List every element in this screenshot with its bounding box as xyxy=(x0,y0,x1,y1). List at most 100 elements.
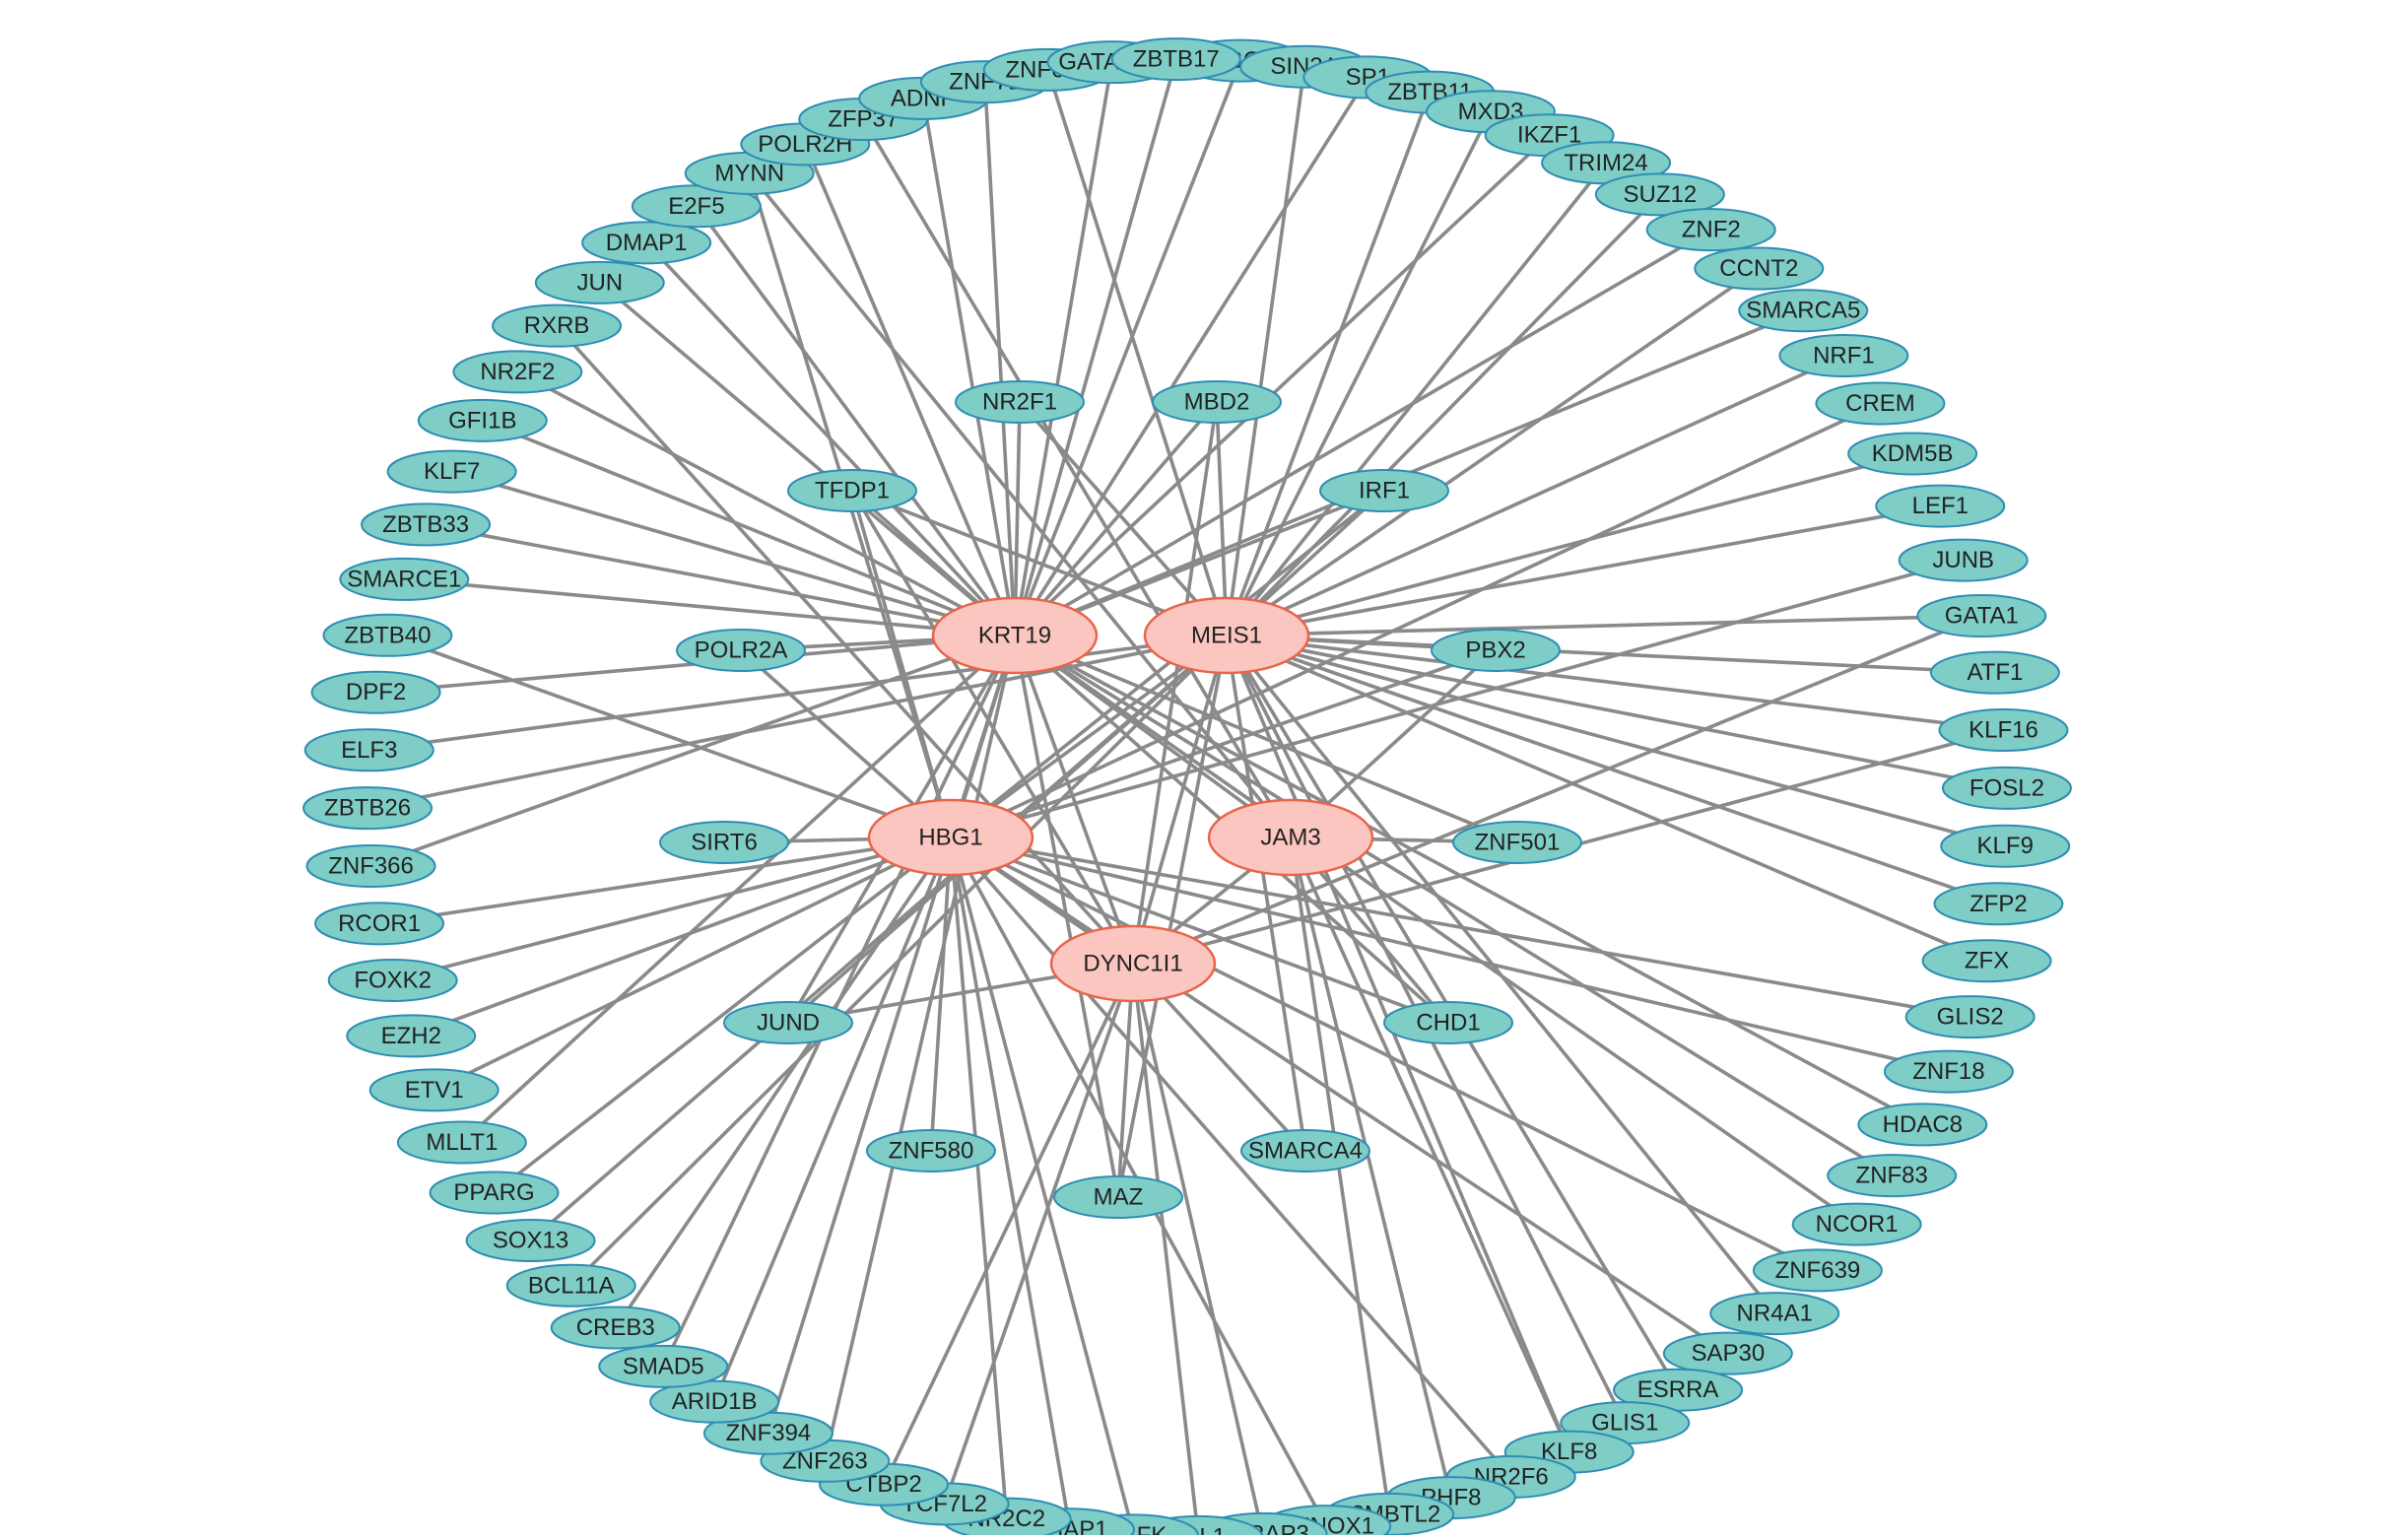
node-znf2[interactable]: ZNF2 xyxy=(1645,208,1776,252)
node-glis2[interactable]: GLIS2 xyxy=(1904,995,2035,1039)
edge-hbg1-thap1 xyxy=(949,837,1072,1530)
node-label: ZNF18 xyxy=(1912,1058,1984,1085)
node-smad5[interactable]: SMAD5 xyxy=(598,1344,729,1388)
node-klf7[interactable]: KLF7 xyxy=(386,449,517,494)
node-shape xyxy=(1383,1001,1513,1044)
node-esrra[interactable]: ESRRA xyxy=(1613,1368,1744,1412)
node-etv1[interactable]: ETV1 xyxy=(368,1068,500,1112)
node-label: ARID1B xyxy=(672,1388,758,1415)
node-znf394[interactable]: ZNF394 xyxy=(702,1411,834,1455)
node-jund[interactable]: JUND xyxy=(723,1001,853,1044)
node-maz[interactable]: MAZ xyxy=(1053,1175,1183,1219)
node-dmap1[interactable]: DMAP1 xyxy=(581,221,712,265)
node-shape xyxy=(649,1379,780,1424)
node-pparg[interactable]: PPARG xyxy=(429,1171,560,1215)
edge-dync1i1-thrap3 xyxy=(1131,963,1265,1535)
node-sirt6[interactable]: SIRT6 xyxy=(659,821,789,864)
node-tfdp1[interactable]: TFDP1 xyxy=(787,469,917,512)
node-znf366[interactable]: ZNF366 xyxy=(305,843,436,888)
node-zbtb40[interactable]: ZBTB40 xyxy=(322,613,453,657)
edge-krt19-jun xyxy=(598,281,1017,637)
node-trim24[interactable]: TRIM24 xyxy=(1541,141,1672,185)
edge-hbg1-nr2f6 xyxy=(949,836,1513,1479)
node-znf639[interactable]: ZNF639 xyxy=(1752,1248,1883,1293)
hub-node-dync1i1[interactable]: DYNC1I1 xyxy=(1049,924,1217,1003)
hub-node-jam3[interactable]: JAM3 xyxy=(1207,798,1374,877)
node-label: DPF2 xyxy=(346,679,406,705)
node-rcor1[interactable]: RCOR1 xyxy=(314,902,445,946)
node-label: MEIS1 xyxy=(1191,623,1262,649)
edge-hbg1-sap30 xyxy=(950,836,1729,1356)
node-pbx2[interactable]: PBX2 xyxy=(1431,629,1561,672)
node-label: RCOR1 xyxy=(338,910,421,937)
node-klf9[interactable]: KLF9 xyxy=(1940,824,2071,868)
node-shape xyxy=(303,728,434,772)
node-nr2f1[interactable]: NR2F1 xyxy=(955,380,1085,424)
node-crem[interactable]: CREM xyxy=(1815,381,1946,426)
node-klf16[interactable]: KLF16 xyxy=(1938,708,2069,753)
node-fosl2[interactable]: FOSL2 xyxy=(1941,766,2072,810)
node-jun[interactable]: JUN xyxy=(534,260,665,304)
node-nr2f2[interactable]: NR2F2 xyxy=(452,350,583,394)
node-shape xyxy=(955,380,1085,424)
hub-node-meis1[interactable]: MEIS1 xyxy=(1143,596,1310,675)
node-label: FOSL2 xyxy=(1969,774,2044,801)
node-znf83[interactable]: ZNF83 xyxy=(1827,1154,1958,1198)
edge-meis1-nr4a1 xyxy=(1225,634,1776,1315)
edge-hbg1-creb3 xyxy=(614,836,953,1329)
node-shape xyxy=(1857,1103,1988,1147)
node-sap30[interactable]: SAP30 xyxy=(1662,1331,1793,1375)
node-ezh2[interactable]: EZH2 xyxy=(346,1014,477,1058)
node-shape xyxy=(931,596,1099,675)
node-junb[interactable]: JUNB xyxy=(1898,538,2029,582)
node-smarca4[interactable]: SMARCA4 xyxy=(1240,1129,1370,1172)
node-shape xyxy=(1921,939,2052,983)
edge-krt19-nr2f1 xyxy=(1013,401,1022,636)
node-label: NRF1 xyxy=(1813,342,1875,368)
edge-krt19-znf83 xyxy=(1014,634,1894,1177)
node-smarce1[interactable]: SMARCE1 xyxy=(339,557,470,601)
node-ccnt2[interactable]: CCNT2 xyxy=(1694,246,1825,291)
node-polr2a[interactable]: POLR2A xyxy=(676,629,806,672)
node-elf3[interactable]: ELF3 xyxy=(303,728,434,772)
node-gata1[interactable]: GATA1 xyxy=(1916,594,2047,638)
node-zbtb33[interactable]: ZBTB33 xyxy=(361,502,492,547)
node-nrf1[interactable]: NRF1 xyxy=(1778,333,1909,377)
node-suz12[interactable]: SUZ12 xyxy=(1594,172,1725,217)
node-rxrb[interactable]: RXRB xyxy=(492,303,623,348)
node-creb3[interactable]: CREB3 xyxy=(550,1306,681,1350)
node-mllt1[interactable]: MLLT1 xyxy=(396,1120,527,1165)
node-znf18[interactable]: ZNF18 xyxy=(1883,1049,2014,1094)
node-mbd2[interactable]: MBD2 xyxy=(1152,380,1282,424)
node-zfx[interactable]: ZFX xyxy=(1921,939,2052,983)
node-label: IRF1 xyxy=(1359,478,1410,504)
node-shape xyxy=(346,1014,477,1058)
node-smarca5[interactable]: SMARCA5 xyxy=(1738,289,1869,333)
node-foxk2[interactable]: FOXK2 xyxy=(327,958,458,1002)
node-chd1[interactable]: CHD1 xyxy=(1383,1001,1513,1044)
node-zfp2[interactable]: ZFP2 xyxy=(1933,882,2064,926)
node-ncor1[interactable]: NCOR1 xyxy=(1791,1202,1922,1246)
node-kdm5b[interactable]: KDM5B xyxy=(1847,432,1978,476)
node-nr4a1[interactable]: NR4A1 xyxy=(1709,1292,1840,1336)
hub-node-hbg1[interactable]: HBG1 xyxy=(867,798,1034,877)
edge-hbg1-znf639 xyxy=(950,836,1819,1272)
edge-krt19-znf366 xyxy=(369,634,1016,868)
node-arid1b[interactable]: ARID1B xyxy=(649,1379,780,1424)
node-znf501[interactable]: ZNF501 xyxy=(1452,821,1582,864)
node-dpf2[interactable]: DPF2 xyxy=(310,670,441,714)
node-znf580[interactable]: ZNF580 xyxy=(866,1129,996,1172)
node-hdac8[interactable]: HDAC8 xyxy=(1857,1103,1988,1147)
node-zbtb26[interactable]: ZBTB26 xyxy=(302,786,434,831)
node-e2f5[interactable]: E2F5 xyxy=(631,184,762,229)
node-sox13[interactable]: SOX13 xyxy=(465,1219,596,1263)
node-irf1[interactable]: IRF1 xyxy=(1319,469,1449,512)
node-label: SUZ12 xyxy=(1624,181,1698,208)
node-gfi1b[interactable]: GFI1B xyxy=(417,398,548,442)
node-zbtb17[interactable]: ZBTB17 xyxy=(1110,37,1241,82)
node-atf1[interactable]: ATF1 xyxy=(1929,650,2060,695)
edge-krt19-nr2f2 xyxy=(516,369,1016,637)
hub-node-krt19[interactable]: KRT19 xyxy=(931,596,1099,675)
node-bcl11a[interactable]: BCL11A xyxy=(505,1263,636,1307)
node-lef1[interactable]: LEF1 xyxy=(1875,484,2006,528)
